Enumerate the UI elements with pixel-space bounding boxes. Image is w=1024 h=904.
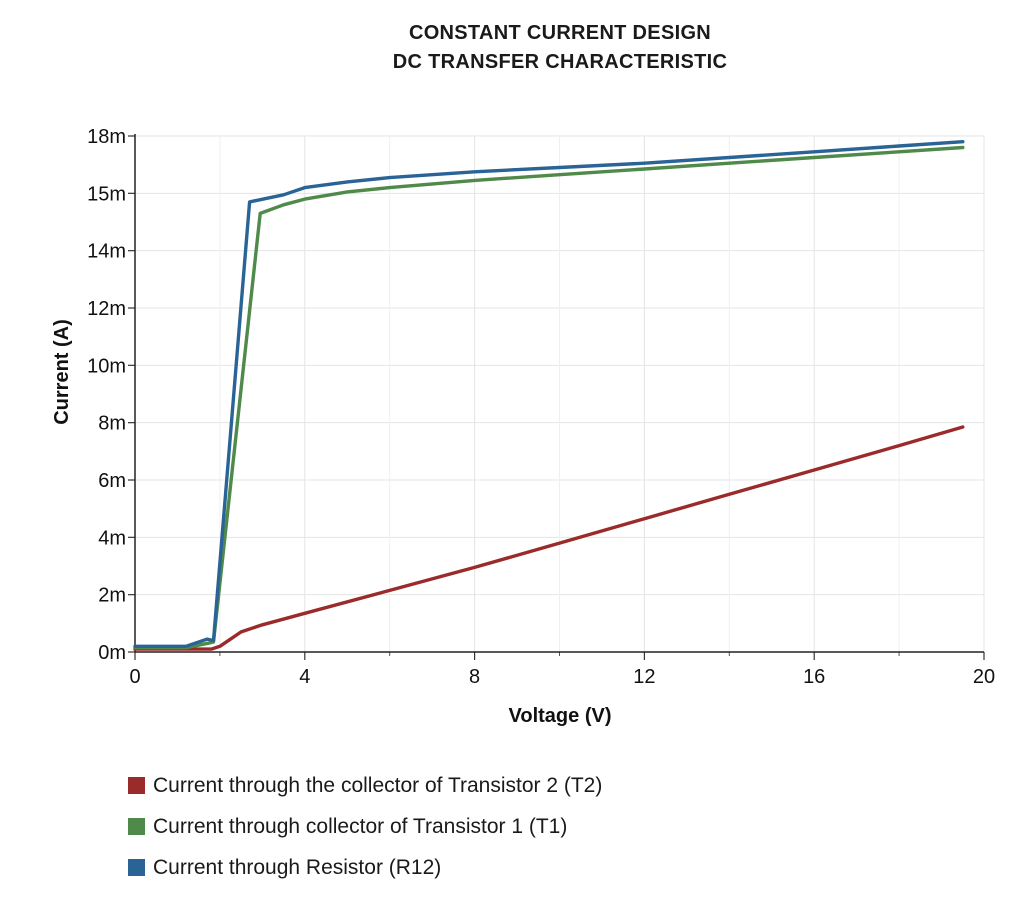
y-tick-label: 2m	[98, 585, 126, 607]
series-line-t2	[133, 425, 965, 651]
y-tick-label: 14m	[87, 241, 126, 263]
legend-item-t1: Current through collector of Transistor …	[128, 806, 602, 847]
y-tick-label: 18m	[87, 126, 126, 148]
y-tick-label: 8m	[98, 413, 126, 435]
chart-plot: 0 4 8 12 16 20 0m 2m 4m 6m 8m 10m 12m 14m 15m 18m Volt…	[51, 126, 995, 727]
legend-swatch-t1	[128, 818, 145, 835]
y-tick-label: 4m	[98, 527, 126, 549]
x-tick-label: 12	[633, 666, 655, 688]
legend-label-r12: Current through Resistor (R12)	[153, 855, 442, 879]
x-tick-labels: 0 4 8 12 16 20	[129, 666, 995, 688]
legend-item-r12: Current through Resistor (R12)	[128, 847, 602, 888]
legend-swatch-t2	[128, 777, 145, 794]
legend-label-t1: Current through collector of Transistor …	[153, 814, 568, 838]
grid-lines	[135, 135, 985, 652]
y-tick-label: 10m	[87, 355, 126, 377]
y-axis-label: Current (A)	[51, 319, 73, 425]
y-tick-label: 15m	[87, 183, 126, 205]
series-line-r12	[133, 139, 965, 648]
series-line-t1	[133, 145, 965, 650]
series-lines	[133, 139, 965, 651]
x-tick-label: 4	[299, 666, 310, 688]
chart-subtitle: DC TRANSFER CHARACTERISTIC	[392, 51, 728, 73]
axes	[128, 134, 985, 660]
legend-swatch-r12	[128, 859, 145, 876]
x-tick-label: 16	[803, 666, 825, 688]
chart-title: CONSTANT CURRENT DESIGN	[408, 22, 712, 44]
legend-label-t2: Current through the collector of Transis…	[153, 773, 603, 797]
y-tick-label: 12m	[87, 298, 126, 320]
x-tick-label: 0	[129, 666, 140, 688]
y-tick-labels: 0m 2m 4m 6m 8m 10m 12m 14m 15m 18m	[87, 126, 126, 664]
y-tick-label: 6m	[98, 470, 126, 492]
x-axis-label: Voltage (V)	[509, 705, 612, 727]
legend: Current through the collector of Transis…	[128, 765, 602, 888]
y-tick-label: 0m	[98, 642, 126, 664]
legend-item-t2: Current through the collector of Transis…	[128, 765, 602, 806]
x-tick-label: 20	[973, 666, 995, 688]
x-tick-label: 8	[469, 666, 480, 688]
